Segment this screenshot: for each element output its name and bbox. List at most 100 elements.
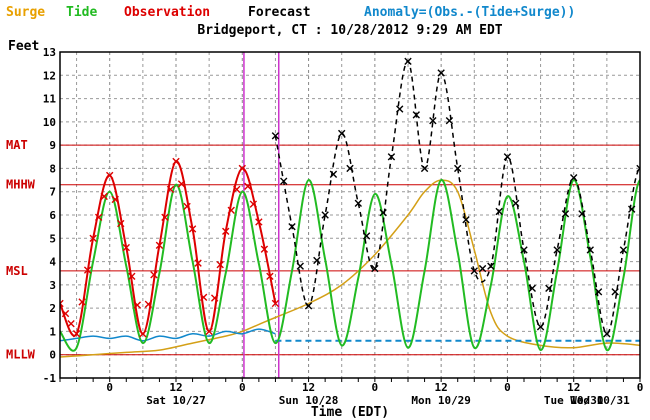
legend-item: Observation: [124, 5, 210, 20]
forecast-point: [379, 208, 387, 217]
forecast-point: [396, 105, 404, 113]
forecast-point: [520, 246, 528, 254]
series-tide: [60, 179, 640, 352]
observation-point: [233, 185, 241, 194]
observation-point: [128, 272, 136, 281]
y-tick-label: 0: [49, 349, 56, 362]
forecast-point: [454, 164, 462, 173]
day-label: Sun 10/28: [279, 394, 339, 407]
datum-label: MLLW: [6, 348, 36, 362]
observation-point: [210, 294, 219, 302]
observation-point: [188, 225, 197, 233]
forecast-point: [603, 330, 611, 338]
forecast-point: [296, 262, 304, 270]
forecast-point: [321, 211, 329, 219]
day-label: Tue 10/30: [544, 394, 604, 407]
observation-point: [100, 192, 108, 201]
forecast-point: [536, 323, 545, 331]
forecast-point: [304, 302, 313, 310]
forecast-point: [445, 116, 454, 125]
x-tick-label: 12: [169, 381, 182, 394]
y-tick-label: 5: [49, 232, 56, 245]
x-tick-label: 0: [106, 381, 113, 394]
x-tick-label: 12: [435, 381, 448, 394]
forecast-point: [512, 199, 520, 208]
observation-point: [166, 185, 175, 194]
datum-label: MHHW: [6, 178, 36, 192]
observation-point: [266, 272, 274, 281]
x-tick-label: 0: [372, 381, 379, 394]
forecast-point: [594, 288, 603, 296]
plot-frame: [59, 51, 641, 379]
forecast-point: [553, 246, 561, 254]
observation-point: [255, 218, 263, 226]
forecast-point: [645, 202, 650, 208]
x-tick-label: 12: [302, 381, 315, 394]
y-tick-label: 9: [49, 139, 56, 152]
series-anomaly-observed: [60, 328, 276, 342]
forecast-point: [354, 199, 362, 208]
forecast-point: [487, 262, 495, 270]
observation-point: [172, 157, 180, 166]
day-label: Wed 10/31: [570, 394, 630, 407]
datum-label: MAT: [6, 138, 28, 152]
observation-point: [205, 327, 213, 336]
observation-point: [72, 330, 81, 338]
x-tick-label: 0: [504, 381, 511, 394]
forecast-point: [462, 215, 470, 224]
observation-point: [155, 241, 164, 249]
forecast-point: [387, 153, 396, 161]
forecast-point: [503, 153, 512, 161]
observation-point: [117, 219, 125, 228]
forecast-point: [313, 256, 321, 265]
observation-point: [78, 298, 86, 306]
forecast-point: [346, 164, 354, 173]
x-tick-label: 12: [567, 381, 580, 394]
y-tick-label: 4: [49, 256, 56, 269]
observation-point: [67, 319, 75, 328]
forecast-point: [288, 222, 296, 231]
forecast-point: [628, 205, 636, 213]
y-tick-label: 1: [49, 325, 56, 338]
y-tick-label: 6: [49, 209, 56, 222]
observation-point: [194, 259, 202, 267]
observation-point: [150, 271, 158, 279]
observation-point: [199, 293, 208, 301]
forecast-point: [362, 232, 371, 240]
observation-point: [161, 213, 169, 222]
observation-point: [271, 299, 280, 308]
forecast-point: [478, 264, 487, 273]
forecast-point: [570, 174, 578, 182]
observation-point: [260, 245, 269, 253]
forecast-point: [404, 57, 412, 66]
forecast-point: [619, 246, 628, 254]
forecast-point: [528, 284, 536, 293]
observation-point: [83, 266, 92, 274]
forecast-point: [338, 129, 346, 138]
x-axis-label: Time (EDT): [311, 405, 389, 420]
forecast-point: [586, 246, 594, 254]
forecast-point: [371, 264, 379, 273]
forecast-point: [437, 69, 445, 77]
forecast-point: [420, 164, 429, 173]
observation-point: [177, 180, 186, 188]
forecast-point: [495, 207, 503, 216]
observation-point: [227, 206, 235, 215]
forecast-point: [578, 210, 586, 218]
y-tick-label: 2: [49, 302, 56, 315]
y-tick-label: -1: [43, 372, 57, 385]
x-tick-label: 0: [239, 381, 246, 394]
y-tick-label: 11: [43, 93, 57, 106]
legend-item: Forecast: [248, 5, 311, 20]
forecast-point: [429, 116, 437, 125]
legend: Surge Tide Observation Forecast Anomaly=(Obs…: [6, 5, 575, 20]
observation-point: [89, 234, 97, 242]
observation-point: [61, 309, 70, 318]
observation-point: [94, 213, 103, 222]
chart-title: Bridgeport, CT : 10/28/2012 9:29 AM EDT: [197, 23, 502, 38]
y-tick-label: 7: [49, 186, 56, 199]
observation-point: [216, 260, 224, 269]
observation-point: [144, 300, 153, 308]
y-tick-label: 12: [43, 69, 56, 82]
